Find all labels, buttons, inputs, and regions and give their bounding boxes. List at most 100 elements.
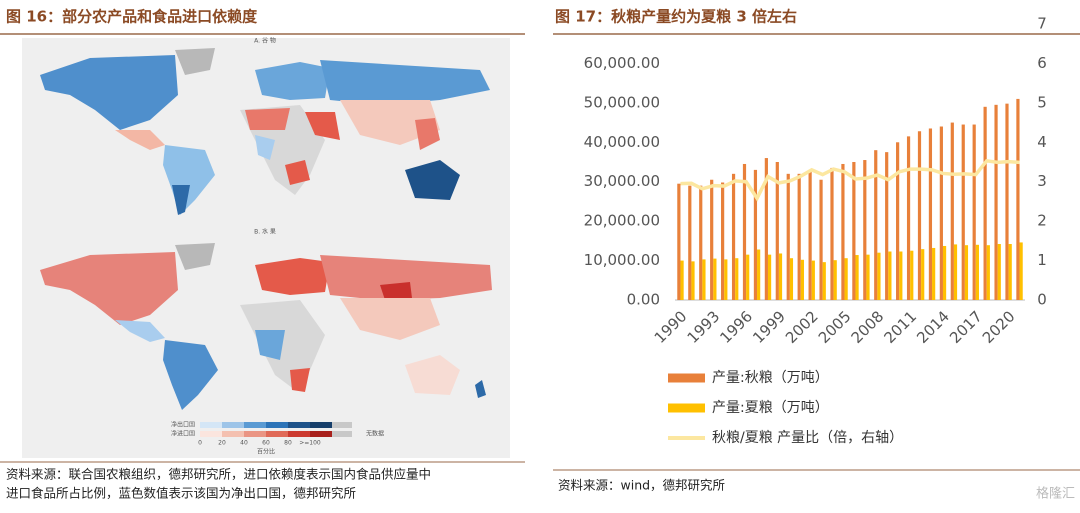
bar bbox=[808, 169, 812, 300]
source: 资料来源：联合国农粮组织，德邦研究所，进口依赖度表示国内食品供应量中 bbox=[6, 467, 431, 482]
bar bbox=[939, 126, 943, 300]
x-tick-label: 2008 bbox=[848, 307, 888, 347]
x-tick-label: 1990 bbox=[651, 307, 691, 347]
x-tick-label: 2005 bbox=[815, 307, 855, 347]
y-tick-label: 40,000.00 bbox=[584, 133, 660, 151]
legend-label: 秋粮/夏粮 产量比（倍，右轴） bbox=[712, 430, 903, 446]
x-tick-label: 2017 bbox=[946, 307, 986, 347]
bar bbox=[833, 260, 837, 300]
bar bbox=[841, 163, 845, 300]
bar bbox=[699, 185, 703, 300]
legend-scale-label: 40 bbox=[240, 440, 248, 447]
bar bbox=[983, 106, 987, 300]
bar bbox=[786, 173, 790, 300]
source: 资料来源：wind，德邦研究所 bbox=[558, 478, 725, 493]
map-panel-label: B. 水 果 bbox=[254, 228, 276, 236]
bar bbox=[888, 251, 892, 300]
bar bbox=[691, 261, 695, 300]
y2-tick-label: 5 bbox=[1037, 93, 1047, 111]
legend-scale-label: 80 bbox=[284, 440, 292, 447]
bar bbox=[917, 131, 922, 300]
bar bbox=[775, 162, 779, 300]
bar bbox=[767, 254, 772, 300]
legend-scale-label: 20 bbox=[218, 440, 226, 447]
x-tick-label: 2011 bbox=[880, 307, 920, 347]
legend-no-data: 无数据 bbox=[366, 430, 384, 438]
y-tick-label: 30,000.00 bbox=[584, 172, 660, 190]
bar bbox=[800, 259, 804, 300]
x-tick-label: 2002 bbox=[782, 307, 822, 347]
bar bbox=[797, 173, 801, 300]
x-tick-label: 1993 bbox=[684, 307, 724, 347]
bar bbox=[702, 259, 706, 300]
legend-label: 净进口国 bbox=[171, 430, 195, 438]
map-panel-label: A. 谷 物 bbox=[254, 37, 276, 45]
bar bbox=[819, 179, 823, 300]
figure-title: 图 16：部分农产品和食品进口依赖度 bbox=[6, 8, 258, 26]
y2-tick-label: 6 bbox=[1037, 54, 1047, 72]
bar bbox=[1008, 244, 1012, 300]
source: 进口食品所占比例，蓝色数值表示该国为净出口国，德邦研究所 bbox=[6, 486, 356, 501]
bar bbox=[742, 163, 747, 300]
bar bbox=[863, 160, 867, 300]
bar bbox=[1016, 98, 1020, 301]
legend-scale-label: 60 bbox=[262, 440, 270, 447]
bar bbox=[753, 169, 758, 300]
x-tick-label: 1999 bbox=[749, 307, 789, 347]
map-b bbox=[40, 243, 492, 410]
x-tick-label: 2014 bbox=[913, 307, 953, 347]
y2-tick-label: 1 bbox=[1037, 251, 1047, 269]
y-tick-label: 20,000.00 bbox=[584, 212, 660, 230]
bar bbox=[789, 258, 794, 300]
y-tick-label: 0.00 bbox=[627, 291, 660, 309]
legend-label: 净出口国 bbox=[171, 421, 195, 429]
y2-tick-label: 4 bbox=[1037, 133, 1047, 151]
chart-title: 图 17：秋粮产量约为夏粮 3 倍左右 bbox=[555, 8, 797, 26]
bar bbox=[721, 182, 725, 300]
line bbox=[680, 158, 1020, 202]
legend-label: 产量:秋粮（万吨） bbox=[712, 370, 829, 386]
x-tick-label: 2020 bbox=[979, 307, 1019, 347]
x-tick-label: 1996 bbox=[716, 307, 756, 347]
watermark: 格隆汇 bbox=[1036, 486, 1075, 502]
bar bbox=[735, 258, 739, 300]
bar bbox=[680, 260, 684, 300]
y2-tick-label: 7 bbox=[1037, 15, 1047, 33]
bar bbox=[710, 179, 714, 300]
bar bbox=[975, 244, 979, 300]
bar bbox=[961, 124, 965, 301]
bar bbox=[885, 152, 889, 300]
map-legend-swatches bbox=[200, 422, 352, 437]
y-tick-label: 50,000.00 bbox=[584, 93, 660, 111]
bar bbox=[764, 158, 768, 300]
bar bbox=[932, 247, 936, 300]
bar bbox=[830, 167, 834, 300]
bar bbox=[844, 258, 848, 300]
legend-scale-label: 0 bbox=[198, 440, 202, 447]
bar bbox=[942, 245, 947, 300]
bar bbox=[677, 183, 681, 300]
bar bbox=[822, 262, 826, 300]
legend-scale-label: >=100 bbox=[299, 440, 321, 447]
bar bbox=[811, 260, 815, 300]
bar bbox=[877, 252, 881, 300]
bar bbox=[874, 150, 878, 300]
y-tick-label: 10,000.00 bbox=[584, 251, 660, 269]
legend-axis-label: 百分比 bbox=[257, 448, 275, 456]
bar bbox=[1019, 242, 1023, 300]
bar bbox=[746, 254, 750, 300]
bar bbox=[852, 162, 856, 300]
bar bbox=[1005, 103, 1009, 300]
bar bbox=[731, 173, 736, 300]
bar bbox=[994, 104, 998, 300]
bar bbox=[910, 250, 914, 300]
y2-tick-label: 2 bbox=[1037, 212, 1047, 230]
bar bbox=[953, 244, 958, 300]
bar bbox=[950, 122, 954, 300]
bar bbox=[713, 258, 717, 300]
bar bbox=[899, 251, 903, 300]
bar bbox=[921, 249, 925, 300]
bar bbox=[778, 253, 783, 300]
bar bbox=[757, 249, 761, 300]
